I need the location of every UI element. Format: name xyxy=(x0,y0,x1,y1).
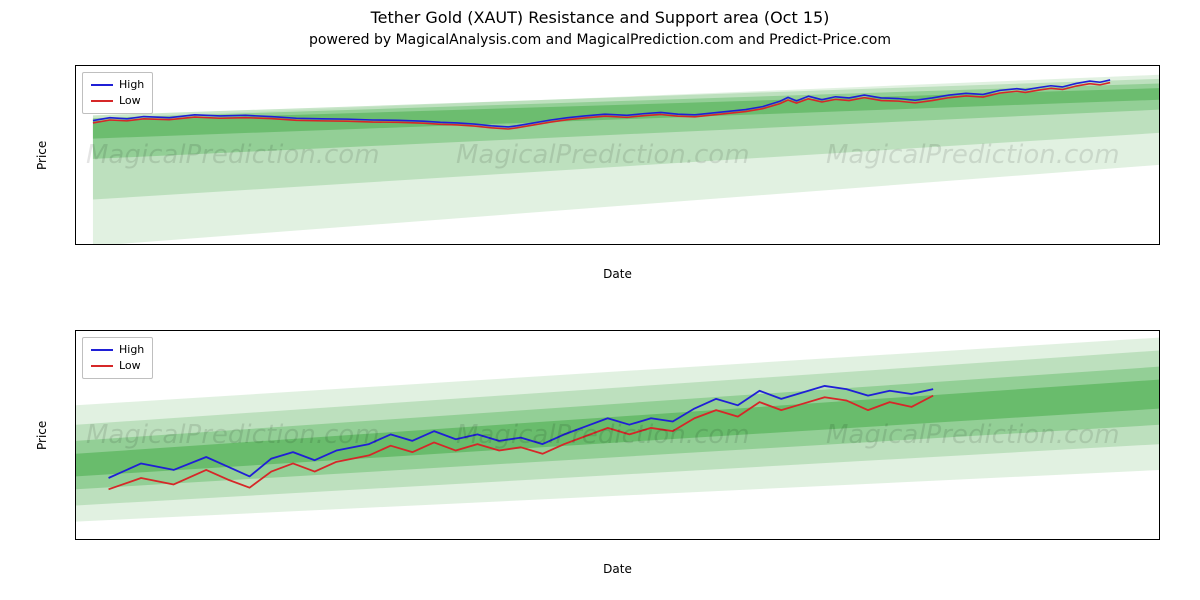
x-tick-label: 2024-01 xyxy=(572,244,618,245)
legend-item-high: High xyxy=(91,77,144,93)
legend-swatch-high xyxy=(91,84,113,86)
legend-label: High xyxy=(119,77,144,93)
legend-label: High xyxy=(119,342,144,358)
plot-svg xyxy=(76,331,1160,540)
legend: High Low xyxy=(82,337,153,379)
legend: High Low xyxy=(82,72,153,114)
legend-swatch-low xyxy=(91,100,113,102)
figure-root: Tether Gold (XAUT) Resistance and Suppor… xyxy=(0,0,1200,600)
plot-frame: MagicalPrediction.com MagicalPrediction.… xyxy=(75,330,1160,540)
x-tick-label: 2024-08-01 xyxy=(163,539,227,540)
chart-panel-bottom: MagicalPrediction.com MagicalPrediction.… xyxy=(75,330,1160,540)
x-axis-label: Date xyxy=(75,267,1160,281)
x-tick-label: 2023-03 xyxy=(75,244,99,245)
plot-frame: MagicalPrediction.com MagicalPrediction.… xyxy=(75,65,1160,245)
x-tick-label: 2024-07 xyxy=(879,244,925,245)
legend-item-low: Low xyxy=(91,93,144,109)
x-tick-label: 2024-09-01 xyxy=(489,539,553,540)
x-tick-label: 2024-09-15 xyxy=(641,539,705,540)
y-axis-label: Price xyxy=(35,141,49,170)
chart-panel-top: MagicalPrediction.com MagicalPrediction.… xyxy=(75,65,1160,245)
x-tick-label: 2024-08-15 xyxy=(315,539,379,540)
figure-title: Tether Gold (XAUT) Resistance and Suppor… xyxy=(0,8,1200,27)
legend-swatch-low xyxy=(91,365,113,367)
x-tick-label: 2024-11 xyxy=(1087,244,1133,245)
x-tick-label: 2024-05 xyxy=(775,244,821,245)
legend-item-high: High xyxy=(91,342,144,358)
legend-label: Low xyxy=(119,93,141,109)
x-tick-label: 2023-11 xyxy=(468,244,514,245)
x-tick-label: 2024-10-15 xyxy=(966,539,1030,540)
x-tick-label: 2023-07 xyxy=(260,244,306,245)
y-axis-label: Price xyxy=(35,421,49,450)
y-tick-label: 2200 xyxy=(75,535,76,541)
legend-item-low: Low xyxy=(91,358,144,374)
figure-subtitle: powered by MagicalAnalysis.com and Magic… xyxy=(0,32,1200,48)
x-tick-label: 2024-11-01 xyxy=(1129,539,1160,540)
x-axis-label: Date xyxy=(75,562,1160,576)
plot-svg xyxy=(76,66,1160,245)
legend-swatch-high xyxy=(91,349,113,351)
x-tick-label: 2024-10-01 xyxy=(814,539,878,540)
x-tick-label: 2024-09 xyxy=(984,244,1030,245)
x-tick-label: 2024-03 xyxy=(672,244,718,245)
x-tick-label: 2023-05 xyxy=(156,244,202,245)
legend-label: Low xyxy=(119,358,141,374)
x-tick-label: 2023-09 xyxy=(363,244,409,245)
